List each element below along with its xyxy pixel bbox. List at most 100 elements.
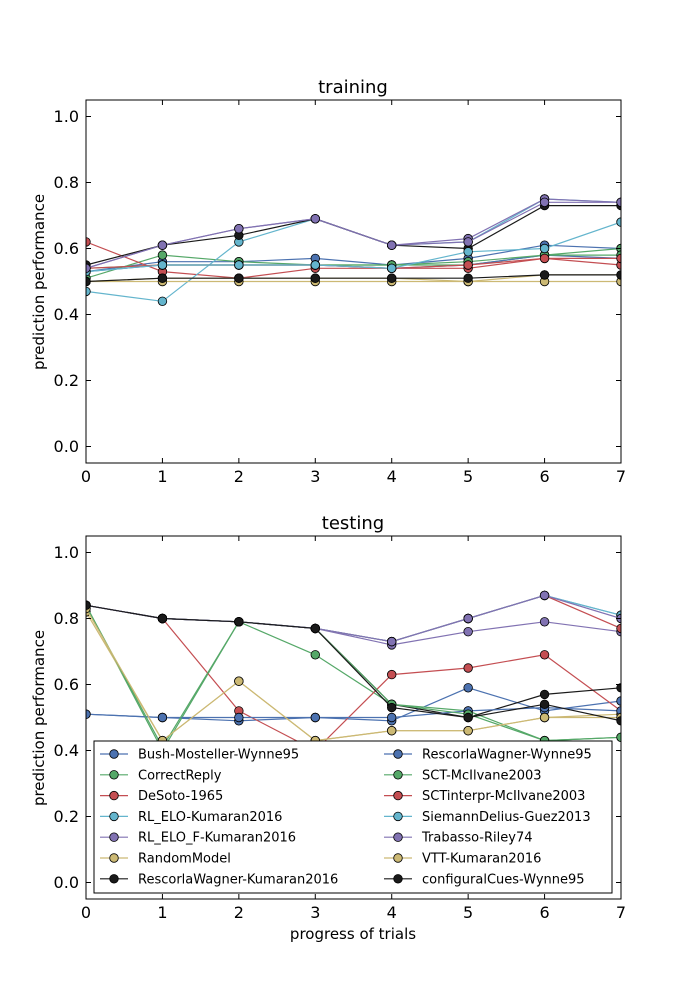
legend-marker (393, 770, 403, 780)
testing-point-correctreply (310, 650, 320, 660)
testing-point-sctinterpr-mcilvane2003 (616, 623, 621, 634)
training-line-trabasso-riley74 (86, 201, 621, 269)
testing-point-configuralcues-wynne95 (310, 623, 320, 634)
testing-point-sct-mcilvane2003 (616, 732, 621, 742)
training-point-rl-elo-kumaran2016 (157, 296, 168, 307)
testing-xtick-label: 4 (387, 903, 397, 922)
training-point-desoto-1965 (86, 237, 91, 247)
testing-point-rescorlawagner-kumaran2016 (539, 689, 550, 700)
training-point-configuralcues-wynne95 (310, 273, 320, 283)
testing-point-rescorlawagner-kumaran2016 (616, 683, 621, 693)
testing-point-rescorlawagner-wynne95 (387, 712, 397, 723)
training-series-configuralcues-wynne95 (86, 270, 621, 287)
legend-frame (93, 740, 613, 894)
testing-series-configuralcues-wynne95 (86, 600, 621, 726)
legend-label: VTT-Kumaran2016 (422, 852, 541, 867)
testing-line-randommodel (86, 611, 621, 742)
testing-point-vtt-kumaran2016 (539, 712, 550, 723)
testing-yticks: 0.0 0.2 0.4 0.6 0.8 1.0 (54, 543, 621, 892)
training-point-configuralcues-wynne95 (157, 273, 168, 283)
legend-label: CorrectReply (138, 768, 222, 783)
training-point-rl-elo-kumaran2016 (86, 286, 91, 297)
legend-label: SCTinterpr-McIlvane2003 (422, 789, 585, 804)
legend-label: RescorlaWagner-Kumaran2016 (138, 872, 338, 887)
testing-point-configuralcues-wynne95 (157, 613, 168, 624)
testing-point-configuralcues-wynne95 (463, 712, 473, 723)
testing-ytick-label: 1.0 (54, 543, 79, 562)
testing-point-vtt-kumaran2016 (463, 726, 473, 736)
testing-point-bush-mosteller-wynne95 (463, 683, 473, 693)
testing-point-desoto-1965 (387, 669, 397, 680)
training-line-siemanndelius-guez2013 (86, 221, 621, 273)
training-point-configuralcues-wynne95 (616, 270, 621, 280)
training-series-siemanndelius-guez2013 (86, 217, 621, 277)
legend-entry-rl-elo-f-kumaran2016: RL_ELO_F-Kumaran2016 (100, 831, 296, 846)
legend-entry-randommodel: RandomModel (100, 852, 231, 867)
legend-entry-siemanndelius-guez2013: SiemannDelius-Guez2013 (384, 810, 591, 825)
training-point-sctinterpr-mcilvane2003 (616, 253, 621, 264)
training-ytick-label: 0.0 (54, 437, 79, 456)
testing-xticks: 0 1 2 3 4 5 6 7 (81, 536, 626, 922)
testing-line-sct-mcilvane2003 (86, 605, 621, 749)
testing-point-desoto-1965 (539, 650, 550, 660)
legend-marker (393, 790, 403, 801)
training-ytick-label: 0.8 (54, 173, 79, 192)
legend-entry-desoto-1965: DeSoto-1965 (100, 789, 223, 804)
testing-ytick-label: 0.0 (54, 873, 79, 892)
legend: Bush-Mosteller-Wynne95 CorrectReply DeSoto… (93, 740, 613, 894)
training-xtick-label: 0 (81, 467, 91, 486)
testing-xtick-label: 1 (157, 903, 167, 922)
testing-point-vtt-kumaran2016 (387, 726, 397, 736)
training-point-correctreply (157, 250, 168, 260)
training-xtick-label: 5 (463, 467, 473, 486)
training-yticks: 0.0 0.2 0.4 0.6 0.8 1.0 (54, 107, 621, 456)
legend-marker (393, 853, 403, 863)
legend-items: Bush-Mosteller-Wynne95 CorrectReply DeSoto… (100, 748, 592, 887)
training-xtick-label: 3 (310, 467, 320, 486)
legend-label: DeSoto-1965 (138, 789, 223, 804)
legend-entry-sctinterpr-mcilvane2003: SCTinterpr-McIlvane2003 (384, 789, 585, 804)
legend-marker (109, 832, 119, 842)
testing-xtick-label: 3 (310, 903, 320, 922)
legend-label: configuralCues-Wynne95 (422, 872, 585, 887)
testing-point-trabasso-riley74 (463, 613, 473, 624)
training-ytick-label: 0.6 (54, 239, 79, 258)
legend-marker (393, 749, 403, 759)
training-xtick-label: 1 (157, 467, 167, 486)
training-ylabel: prediction performance (30, 194, 48, 370)
training-point-siemanndelius-guez2013 (310, 260, 320, 270)
testing-point-configuralcues-wynne95 (86, 600, 91, 610)
training-point-siemanndelius-guez2013 (157, 260, 168, 270)
legend-entry-bush-mosteller-wynne95: Bush-Mosteller-Wynne95 (100, 748, 299, 763)
training-ytick-label: 0.4 (54, 305, 79, 324)
testing-xtick-label: 7 (616, 903, 626, 922)
training-point-trabasso-riley74 (86, 263, 91, 273)
legend-entry-configuralcues-wynne95: configuralCues-Wynne95 (384, 872, 585, 887)
testing-point-rescorlawagner-wynne95 (86, 709, 91, 719)
legend-marker (393, 832, 403, 842)
training-point-trabasso-riley74 (234, 223, 244, 234)
testing-axes-frame (85, 535, 622, 900)
legend-entry-trabasso-riley74: Trabasso-Riley74 (384, 831, 532, 846)
training-point-trabasso-riley74 (387, 240, 397, 250)
testing-xlabel: progress of trials (290, 925, 416, 943)
testing-series-rl-elo-f-kumaran2016 (86, 600, 621, 650)
legend-marker (109, 811, 119, 822)
testing-point-rescorlawagner-wynne95 (234, 712, 244, 723)
testing-xtick-label: 6 (539, 903, 549, 922)
training-point-trabasso-riley74 (616, 197, 621, 207)
legend-marker (109, 770, 119, 780)
legend-marker (109, 874, 119, 884)
testing-point-rescorlawagner-wynne95 (157, 712, 168, 723)
legend-label: Bush-Mosteller-Wynne95 (138, 748, 299, 763)
legend-marker (109, 790, 119, 801)
training-line-bush-mosteller-wynne95 (86, 244, 621, 273)
training-point-configuralcues-wynne95 (387, 273, 397, 283)
training-point-configuralcues-wynne95 (463, 273, 473, 283)
training-point-sctinterpr-mcilvane2003 (539, 253, 550, 264)
testing-point-rl-elo-f-kumaran2016 (463, 627, 473, 637)
training-ytick-label: 1.0 (54, 107, 79, 126)
testing-point-rescorlawagner-wynne95 (310, 712, 320, 723)
legend-label: RescorlaWagner-Wynne95 (422, 748, 592, 763)
legend-entry-vtt-kumaran2016: VTT-Kumaran2016 (384, 852, 541, 867)
